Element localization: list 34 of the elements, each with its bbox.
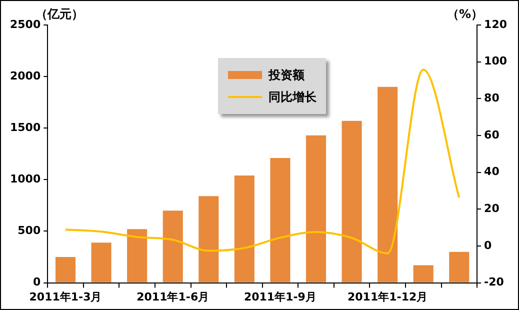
legend-label: 投资额 [268, 66, 304, 84]
x-tick-label: 2011年1-3月 [29, 290, 102, 304]
bar [198, 196, 219, 282]
legend-label: 同比增长 [268, 88, 316, 106]
bar [378, 86, 398, 282]
x-tick-label: 2011年1-6月 [136, 290, 210, 304]
bar [91, 242, 112, 282]
y2-tick-label: 20 [484, 202, 500, 215]
x-tick-label: 2011年1-12月 [347, 290, 428, 304]
bar [449, 252, 470, 282]
y2-tick-label: 0 [484, 238, 492, 252]
bar [306, 135, 326, 282]
y-tick-label: 500 [18, 224, 41, 238]
y2-axis-title: （%） [447, 7, 484, 22]
y2-tick-label: 40 [484, 165, 500, 178]
y2-tick-label: -20 [484, 276, 504, 289]
y2-tick-label: 80 [484, 92, 500, 105]
bar [162, 210, 183, 282]
y2-tick-label: 120 [484, 18, 508, 31]
bar [234, 176, 254, 282]
bar [55, 257, 76, 282]
bar [413, 265, 434, 282]
y-tick-label: 1000 [10, 172, 41, 186]
bar [342, 120, 362, 282]
x-tick-label: 2011年1-9月 [244, 290, 316, 304]
y-tick-label: 1500 [10, 120, 41, 134]
line-series [64, 68, 460, 254]
bar [270, 158, 290, 282]
y2-tick-label: 60 [484, 128, 500, 142]
bar [127, 229, 148, 282]
y2-tick-label: 100 [484, 54, 508, 68]
y-tick-label: 2500 [10, 18, 41, 31]
y-tick-label: 2000 [10, 69, 41, 82]
y-tick-label: 0 [32, 276, 41, 289]
